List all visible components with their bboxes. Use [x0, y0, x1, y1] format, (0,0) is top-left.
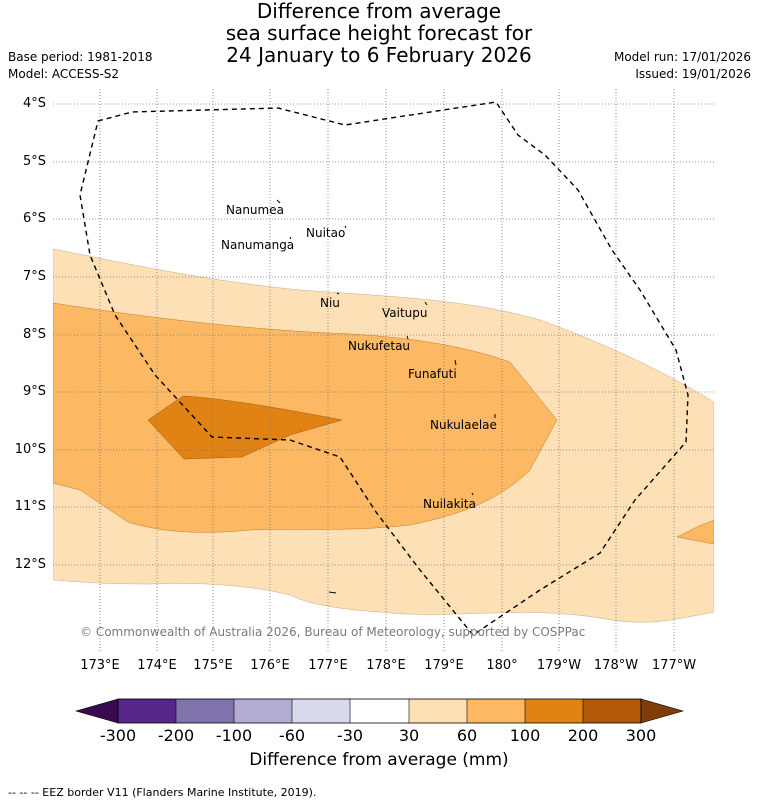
colorbar-tick--200: -200 [157, 726, 195, 745]
colorbar-dividers [175, 699, 584, 723]
place-funafuti: Funafuti [408, 367, 457, 381]
colorbar-over [640, 698, 685, 724]
issued-date: Issued: 19/01/2026 [635, 67, 751, 81]
colorbar-frame [117, 698, 642, 724]
contour-100-200 [147, 395, 343, 460]
lat-label-7s: 7°S [22, 269, 46, 284]
footer-eez-note: -- -- -- EEZ border V11 (Flanders Marine… [8, 786, 317, 799]
colorbar-segment-8 [525, 699, 583, 723]
lat-gridlines [53, 103, 714, 566]
lon-label-180: 180° [486, 658, 518, 673]
lat-label-6s: 6°S [22, 211, 46, 226]
island-nanumea [276, 199, 281, 204]
place-nanumanga: Nanumanga [221, 238, 295, 252]
map-title: Difference from average sea surface heig… [0, 0, 758, 66]
island-niu [336, 292, 340, 295]
colorbar-tick-60: 60 [456, 726, 478, 745]
colorbar-segment-1 [118, 699, 176, 723]
lon-label-174e: 174°E [137, 658, 177, 673]
sea-height-contours [53, 89, 714, 651]
lon-label-176e: 176°E [250, 658, 290, 673]
lat-label-10s: 10°S [14, 442, 46, 457]
meta-right: Model run: 17/01/2026 Issued: 19/01/2026 [614, 49, 751, 83]
place-nukufetau: Nukufetau [348, 339, 411, 353]
place-nuitao: Nuitao [306, 226, 346, 240]
lat-label-4s: 4°S [22, 96, 46, 111]
colorbar-tick-300: 300 [625, 726, 657, 745]
colorbar-tick-200: 200 [567, 726, 599, 745]
colorbar-under [74, 698, 119, 724]
colorbar-segment-9 [583, 699, 641, 723]
model-run: Model run: 17/01/2026 [613, 50, 751, 64]
colorbar-label: Difference from average (mm) [249, 750, 509, 770]
copyright-notice: © Commonwealth of Australia 2026, Bureau… [80, 625, 586, 639]
colorbar-tick-100: 100 [509, 726, 541, 745]
colorbar-segment-6 [409, 699, 467, 723]
place-nuilakita: Nuilakita [423, 497, 476, 511]
contour-60-100-east [676, 519, 714, 545]
colorbar-tick--30: -30 [336, 726, 364, 745]
lon-label-178w: 178°W [593, 658, 639, 673]
lon-label-177w: 177°W [651, 658, 697, 673]
island-vaitupu [424, 301, 428, 306]
lat-label-9s: 9°S [22, 384, 46, 399]
colorbar-segment-5 [350, 699, 409, 723]
model-name: Model: ACCESS-S2 [8, 67, 120, 81]
base-period: Base period: 1981-2018 [8, 50, 153, 64]
lon-label-175e: 175°E [193, 658, 233, 673]
lon-label-179w: 179°W [536, 658, 582, 673]
colorbar-tick--300: -300 [99, 726, 137, 745]
place-nanumea: Nanumea [226, 203, 284, 217]
island-reef [328, 591, 337, 594]
colorbar-tick-30: 30 [398, 726, 420, 745]
island-funafuti [454, 359, 457, 366]
lon-label-178e: 178°E [366, 658, 406, 673]
eez-border [79, 101, 689, 636]
place-nukulaelae: Nukulaelae [430, 418, 497, 432]
lat-label-8s: 8°S [22, 327, 46, 342]
island-nanumanga [289, 236, 292, 240]
colorbar-segment-2 [176, 699, 234, 723]
island-nukufetau [406, 335, 409, 340]
lon-label-177e: 177°E [308, 658, 348, 673]
lon-label-179e: 179°E [424, 658, 464, 673]
island-marks [276, 199, 496, 594]
colorbar-tick--100: -100 [215, 726, 253, 745]
colorbar-segment-3 [234, 699, 292, 723]
colorbar [74, 698, 685, 724]
lat-label-5s: 5°S [22, 154, 46, 169]
lon-gridlines [99, 89, 675, 651]
colorbar-tick--60: -60 [278, 726, 306, 745]
place-niu: Niu [320, 296, 340, 310]
island-nuitao [344, 225, 347, 229]
meta-left: Base period: 1981-2018 Model: ACCESS-S2 [8, 49, 153, 83]
place-vaitupu: Vaitupu [382, 306, 428, 320]
lat-label-11s: 11°S [14, 499, 46, 514]
colorbar-segment-4 [292, 699, 350, 723]
title-line-2: sea surface height forecast for [225, 21, 533, 45]
title-line-1: Difference from average [256, 0, 502, 23]
title-line-3: 24 January to 6 February 2026 [226, 43, 532, 67]
colorbar-segment-7 [467, 699, 525, 723]
island-nuilakita [471, 492, 474, 496]
lat-label-12s: 12°S [14, 557, 46, 572]
lon-label-173e: 173°E [80, 658, 120, 673]
